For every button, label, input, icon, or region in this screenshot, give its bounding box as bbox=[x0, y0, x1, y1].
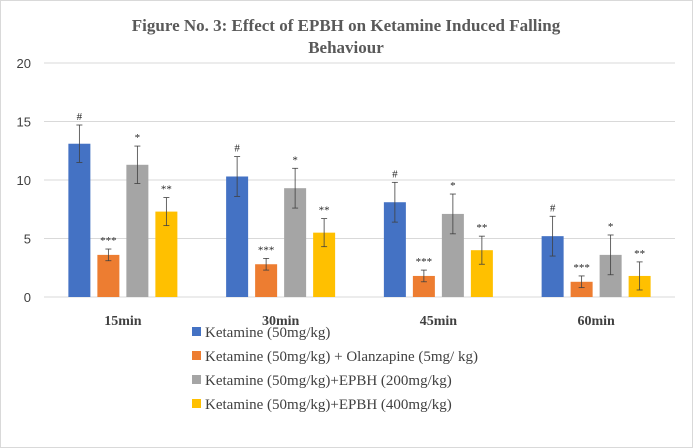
significance-label: *** bbox=[573, 262, 590, 274]
significance-label: * bbox=[450, 180, 456, 192]
significance-label: ** bbox=[476, 222, 487, 234]
bar bbox=[412, 275, 435, 297]
significance-label: * bbox=[135, 132, 141, 144]
bar bbox=[541, 236, 564, 297]
bar bbox=[313, 232, 336, 297]
legend-label: Ketamine (50mg/kg) + Olanzapine (5mg/ kg… bbox=[205, 349, 478, 365]
significance-label: *** bbox=[100, 235, 117, 247]
significance-label: *** bbox=[416, 256, 433, 268]
bar bbox=[470, 250, 493, 297]
legend-label: Ketamine (50mg/kg)+EPBH (400mg/kg) bbox=[205, 397, 452, 413]
significance-label: * bbox=[608, 221, 614, 233]
bar bbox=[226, 176, 249, 297]
x-category-label: 60min bbox=[577, 314, 615, 329]
bar bbox=[126, 164, 149, 297]
y-tick-label: 15 bbox=[17, 115, 31, 130]
significance-label: ** bbox=[319, 205, 330, 217]
chart-title-line-1: Figure No. 3: Effect of EPBH on Ketamine… bbox=[132, 16, 561, 35]
significance-label: # bbox=[234, 143, 240, 155]
bar bbox=[383, 202, 406, 297]
bar bbox=[155, 211, 178, 297]
y-tick-label: 0 bbox=[24, 290, 31, 305]
bar bbox=[68, 143, 91, 297]
legend-label: Ketamine (50mg/kg) bbox=[205, 325, 330, 341]
x-category-label: 45min bbox=[420, 314, 458, 329]
chart-title-line-2: Behaviour bbox=[308, 38, 384, 57]
significance-label: *** bbox=[258, 244, 275, 256]
legend-swatch bbox=[192, 351, 201, 360]
bar bbox=[97, 254, 120, 297]
bar bbox=[284, 188, 307, 297]
bar bbox=[599, 254, 622, 297]
significance-label: ** bbox=[634, 248, 645, 260]
y-tick-label: 20 bbox=[17, 56, 31, 71]
x-category-label: 15min bbox=[104, 314, 142, 329]
significance-label: # bbox=[550, 202, 556, 214]
legend-swatch bbox=[192, 327, 201, 336]
significance-label: # bbox=[77, 111, 83, 123]
legend-label: Ketamine (50mg/kg)+EPBH (200mg/kg) bbox=[205, 373, 452, 389]
x-category-label: 30min bbox=[262, 314, 300, 329]
bar bbox=[255, 264, 278, 297]
significance-label: ** bbox=[161, 184, 172, 196]
y-tick-label: 5 bbox=[24, 232, 31, 247]
bar bbox=[441, 213, 464, 297]
legend-swatch bbox=[192, 399, 201, 408]
legend-swatch bbox=[192, 375, 201, 384]
y-tick-label: 10 bbox=[17, 173, 31, 188]
bar bbox=[570, 281, 593, 297]
significance-label: * bbox=[292, 154, 298, 166]
significance-label: # bbox=[392, 168, 398, 180]
